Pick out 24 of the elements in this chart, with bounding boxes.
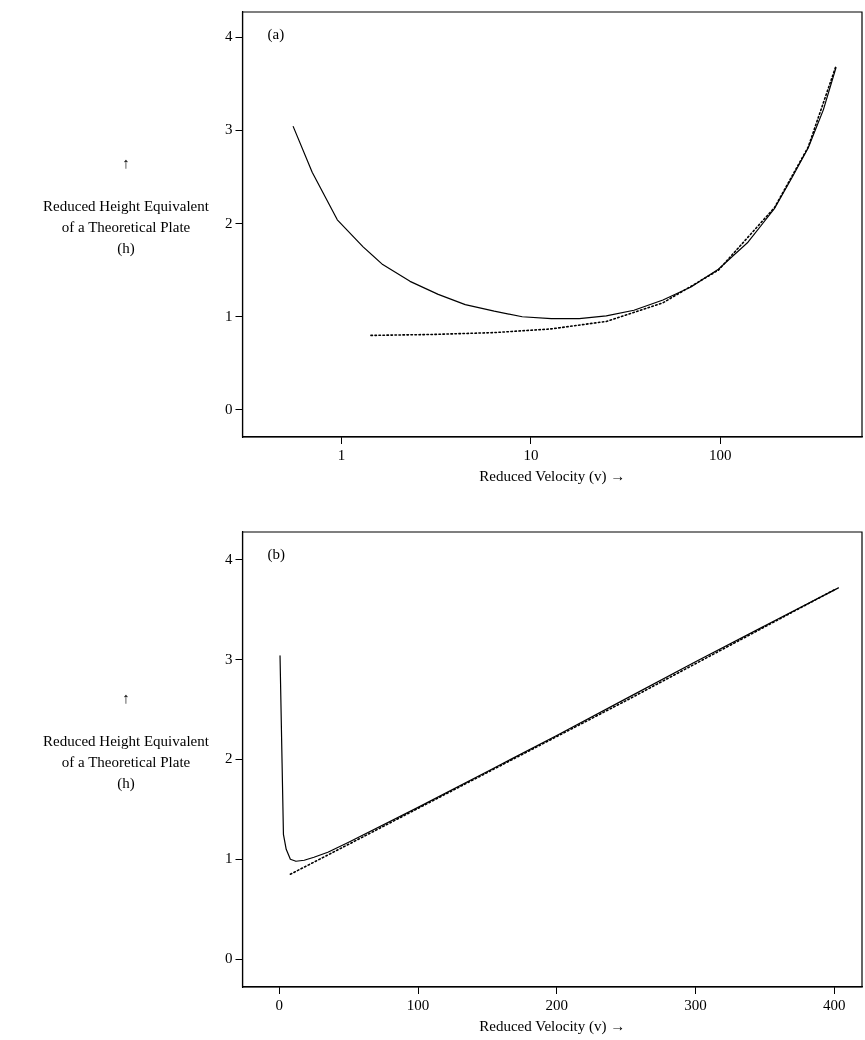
y-tick-label: 2 — [225, 214, 233, 231]
y-tick-label: 0 — [225, 400, 233, 417]
y-tick-label: 4 — [225, 550, 233, 567]
y-tick-label: 3 — [225, 650, 233, 667]
x-axis-title: Reduced Velocity (v) → — [479, 467, 626, 485]
x-tick-label: 100 — [406, 996, 430, 1013]
x-tick-label: 100 — [709, 446, 732, 463]
text: ↑ Reduced Height Equivalent of a Theoretical Plate (h) — [43, 155, 209, 257]
x-tick-label: 1 — [337, 446, 346, 463]
y-tick-label: 1 — [225, 307, 233, 324]
x-tick-label: 200 — [545, 996, 569, 1013]
y-tick-label: 4 — [225, 28, 233, 45]
y-tick-label: 0 — [225, 950, 233, 966]
x-tick-label: 0 — [275, 996, 284, 1013]
annotation: (a) — [267, 26, 285, 44]
x-tick-label: 10 — [523, 446, 539, 463]
y-tick-label: 3 — [225, 121, 233, 138]
x-tick-label: 400 — [823, 996, 846, 1013]
x-axis-title: Reduced Velocity (v) → — [479, 1017, 626, 1035]
annotation: (b) — [267, 546, 285, 564]
y-tick-label: 1 — [225, 850, 233, 867]
text: ↑ Reduced Height Equivalent of a Theoretical Plate (h) — [43, 690, 209, 792]
y-tick-label: 2 — [225, 750, 233, 767]
x-tick-label: 300 — [684, 996, 707, 1013]
